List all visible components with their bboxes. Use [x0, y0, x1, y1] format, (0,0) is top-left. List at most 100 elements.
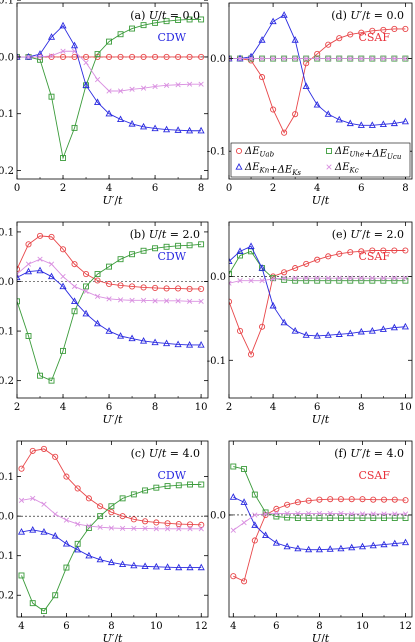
point-violet — [336, 275, 342, 281]
point-red — [175, 53, 182, 60]
point-red — [142, 518, 149, 525]
point-red — [59, 53, 67, 60]
point-red — [230, 573, 237, 580]
point-violet — [325, 275, 331, 281]
point-violet — [17, 271, 20, 277]
point-green — [402, 515, 409, 521]
point-blue — [141, 562, 149, 570]
point-red — [370, 496, 377, 503]
point-violet — [129, 86, 135, 92]
x-axis-label: U′/t — [103, 194, 124, 207]
point-red — [59, 246, 67, 253]
point-green — [48, 93, 55, 100]
point-violet — [402, 55, 409, 62]
point-violet — [117, 88, 124, 94]
point-blue — [302, 82, 310, 90]
point-violet — [48, 53, 55, 59]
point-violet — [303, 275, 309, 281]
point-violet — [281, 55, 287, 62]
x-tick-label: 12 — [399, 621, 412, 632]
y-tick-label: -0.1 — [0, 551, 14, 562]
panel-title: (a) U/t = 0.0 — [130, 9, 200, 22]
point-green — [359, 515, 366, 521]
point-violet — [86, 523, 92, 529]
x-tick-label: 8 — [358, 402, 364, 413]
point-violet — [292, 275, 298, 281]
point-red — [25, 241, 32, 248]
point-violet — [186, 298, 193, 304]
point-red — [48, 233, 55, 240]
point-violet — [94, 77, 101, 83]
point-violet — [175, 298, 181, 304]
point-blue — [280, 318, 288, 326]
point-red — [251, 537, 258, 544]
point-red — [186, 285, 193, 292]
point-red — [29, 447, 36, 454]
point-blue — [269, 301, 277, 309]
point-green — [251, 491, 258, 498]
point-blue — [29, 526, 37, 533]
point-violet — [358, 55, 364, 62]
x-tick-label: 0 — [226, 183, 232, 194]
point-red — [402, 25, 409, 32]
x-axis-label: U/t — [312, 413, 330, 426]
point-blue — [186, 563, 194, 571]
y-tick-label: -0.1 — [207, 356, 226, 367]
point-violet — [369, 55, 375, 62]
point-red — [325, 41, 332, 48]
point-violet — [186, 81, 193, 87]
point-violet — [380, 275, 386, 281]
legend-marker-red — [235, 147, 243, 155]
point-blue — [128, 119, 136, 127]
point-green — [37, 372, 43, 379]
point-red — [314, 50, 321, 57]
point-green — [348, 515, 355, 521]
point-violet — [63, 517, 70, 523]
axes-frame — [16, 221, 209, 399]
x-tick-label: 6 — [358, 183, 364, 194]
point-red — [129, 53, 136, 60]
point-blue — [357, 327, 365, 335]
point-violet — [152, 83, 158, 90]
x-tick-label: 4 — [18, 621, 24, 632]
y-tick-label: -0.2 — [0, 376, 14, 387]
point-blue — [93, 319, 102, 327]
point-green — [198, 16, 205, 23]
panel-title: (f) U′/t = 4.0 — [334, 447, 404, 460]
point-red — [270, 106, 277, 113]
point-violet — [119, 525, 126, 532]
x-tick-label: 2 — [226, 402, 232, 413]
point-red — [347, 249, 354, 256]
point-violet — [83, 288, 89, 295]
series-line-blue — [17, 270, 202, 346]
point-violet — [25, 54, 32, 60]
point-red — [284, 501, 291, 508]
point-green — [391, 515, 398, 521]
point-blue — [346, 329, 354, 337]
point-blue — [369, 541, 377, 549]
legend-label: ΔEUhe+ΔEUcu — [334, 146, 402, 161]
series-line-red — [21, 448, 202, 526]
point-green — [142, 487, 149, 494]
point-blue — [305, 545, 313, 553]
point-red — [82, 53, 90, 60]
point-violet — [325, 55, 331, 62]
point-violet — [252, 512, 258, 518]
point-violet — [314, 55, 320, 62]
point-blue — [283, 542, 291, 550]
point-blue — [119, 560, 127, 568]
legend-marker-violet — [326, 164, 332, 170]
point-violet — [60, 273, 66, 280]
point-red — [198, 53, 205, 60]
legend-marker-blue — [235, 163, 243, 170]
point-red — [369, 27, 376, 34]
point-red — [236, 327, 244, 335]
x-tick-label: 10 — [399, 402, 412, 413]
point-green — [316, 515, 323, 521]
x-tick-label: 4 — [60, 402, 66, 413]
point-red — [129, 283, 136, 290]
point-blue — [175, 563, 183, 571]
point-blue — [368, 121, 376, 128]
point-red — [281, 269, 288, 276]
point-violet — [71, 48, 78, 54]
